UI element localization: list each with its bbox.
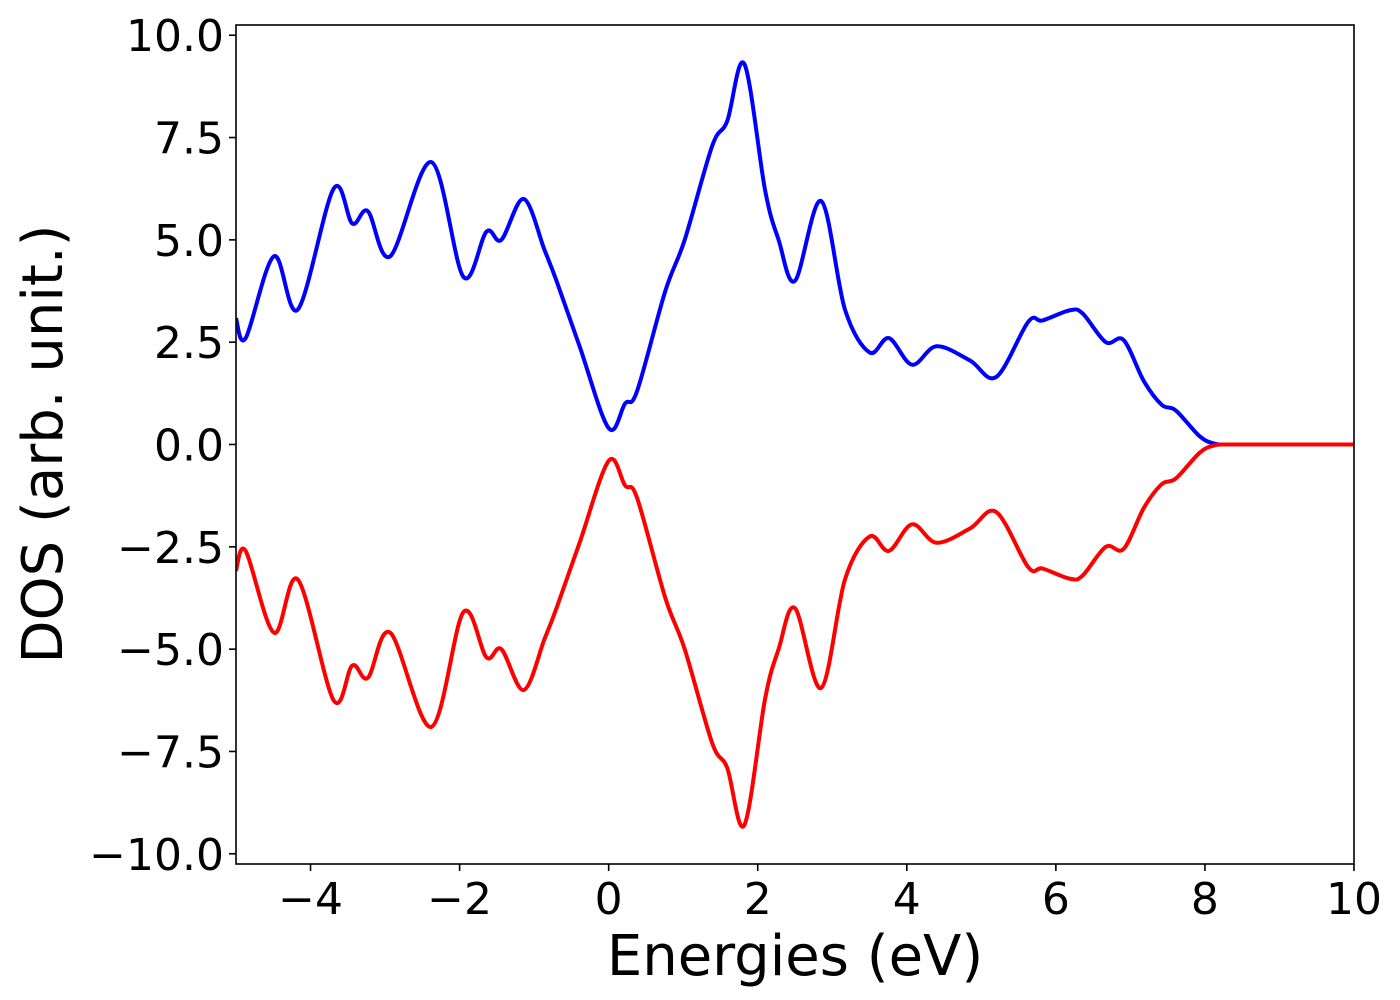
x-tick-label: 8 bbox=[1191, 874, 1219, 925]
series-line bbox=[236, 60, 1354, 447]
y-tick-label: 7.5 bbox=[154, 114, 224, 165]
y-tick-label: −2.5 bbox=[117, 523, 224, 574]
x-tick-label: 6 bbox=[1042, 874, 1070, 925]
y-tick-label: 5.0 bbox=[154, 216, 224, 267]
x-tick-label: −4 bbox=[278, 874, 343, 925]
y-tick-label: −5.0 bbox=[117, 625, 224, 676]
x-tick-label: 4 bbox=[893, 874, 921, 925]
x-axis-label: Energies (eV) bbox=[607, 924, 983, 989]
y-tick-label: 10.0 bbox=[126, 11, 224, 62]
plot-area bbox=[236, 60, 1354, 829]
y-tick-label: −10.0 bbox=[89, 830, 224, 881]
y-axis-label: DOS (arb. unit.) bbox=[11, 224, 76, 663]
y-tick-label: −7.5 bbox=[117, 727, 224, 778]
y-tick-label: 0.0 bbox=[154, 421, 224, 472]
x-tick-label: 0 bbox=[595, 874, 623, 925]
y-tick-label: 2.5 bbox=[154, 318, 224, 369]
x-tick-label: −2 bbox=[427, 874, 492, 925]
x-tick-label: 2 bbox=[744, 874, 772, 925]
series-line bbox=[236, 442, 1354, 829]
x-tick-label: 10 bbox=[1326, 874, 1382, 925]
